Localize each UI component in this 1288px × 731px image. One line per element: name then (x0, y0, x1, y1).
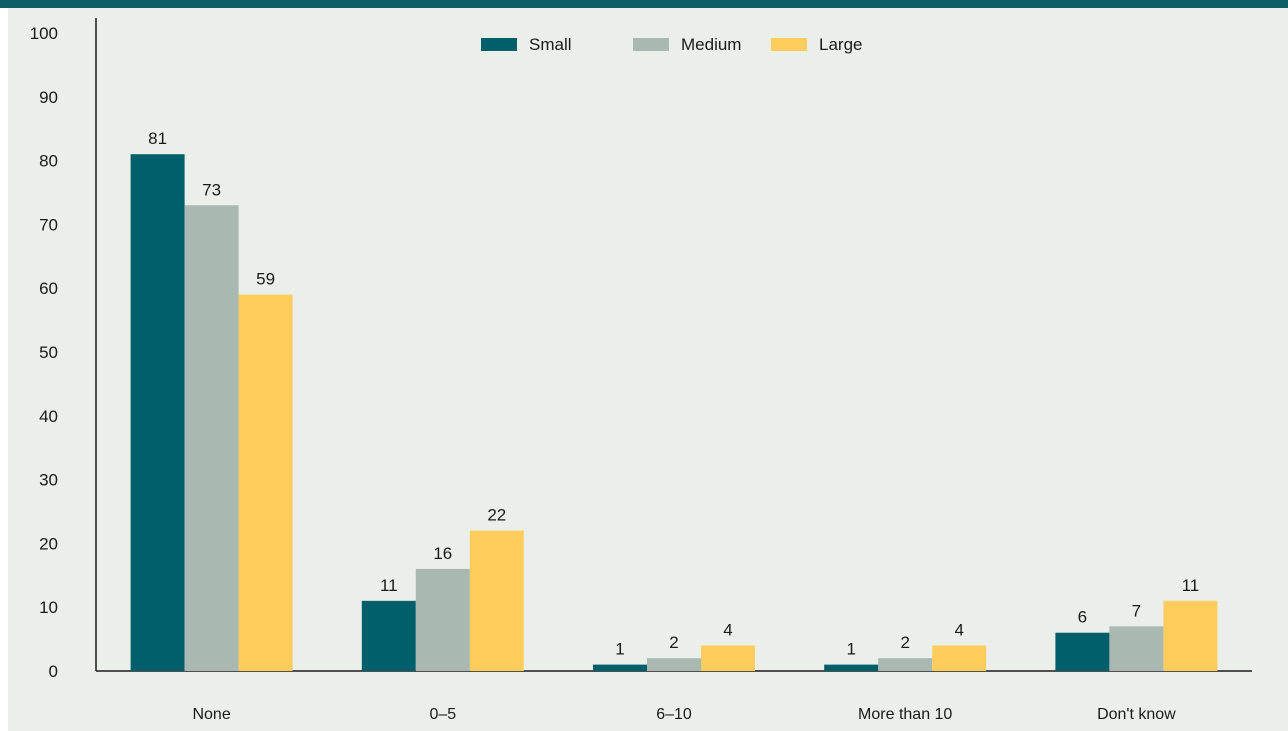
x-category-label: 6–10 (656, 706, 692, 723)
data-label: 73 (202, 180, 221, 199)
data-label: 1 (846, 640, 855, 659)
x-category-label: Don't know (1097, 706, 1176, 723)
data-label: 16 (433, 544, 452, 563)
data-label: 2 (669, 633, 678, 652)
bar-small-4 (1055, 632, 1110, 671)
header-bar (0, 0, 1288, 8)
y-tick-label: 30 (39, 471, 58, 490)
data-label: 1 (615, 640, 624, 659)
data-label: 11 (380, 576, 398, 595)
legend-label: Large (819, 35, 862, 54)
y-tick-label: 80 (39, 152, 58, 171)
data-label: 7 (1132, 601, 1141, 620)
legend-swatch-small (481, 38, 517, 51)
data-label: 22 (487, 506, 506, 525)
data-label: 2 (900, 633, 909, 652)
bar-large-0 (238, 294, 293, 671)
y-tick-label: 90 (39, 88, 58, 107)
bar-large-2 (701, 645, 755, 671)
bar-small-1 (361, 600, 416, 671)
bars (130, 154, 1218, 672)
bar-small-0 (130, 154, 185, 672)
bar-medium-4 (1109, 626, 1164, 671)
x-axis: None 0–5 6–10 More than 10 Don't know (96, 670, 1252, 723)
data-label: 59 (256, 270, 275, 289)
y-tick-label: 0 (49, 662, 58, 681)
data-label: 4 (723, 620, 732, 639)
bar-medium-1 (415, 568, 470, 671)
bar-medium-3 (878, 658, 933, 671)
bar-medium-0 (184, 205, 239, 671)
bar-small-3 (824, 664, 879, 671)
bar-medium-2 (647, 658, 701, 671)
x-category-label: More than 10 (858, 706, 952, 723)
data-label: 11 (1182, 576, 1200, 595)
bar-small-2 (593, 664, 647, 671)
data-label: 6 (1078, 608, 1087, 627)
y-tick-label: 20 (39, 534, 58, 553)
data-label: 81 (148, 129, 167, 148)
y-tick-label: 60 (39, 279, 58, 298)
bar-large-4 (1163, 600, 1218, 671)
bar-large-3 (932, 645, 987, 671)
data-label: 4 (954, 620, 963, 639)
legend-swatch-medium (633, 38, 669, 51)
x-category-label: 0–5 (429, 706, 456, 723)
legend: Small Medium Large (481, 35, 862, 54)
legend-label: Small (529, 35, 572, 54)
x-category-label: None (192, 706, 230, 723)
y-tick-label: 10 (39, 598, 58, 617)
legend-swatch-large (771, 38, 807, 51)
y-tick-label: 50 (39, 343, 58, 362)
data-labels: 81 73 59 11 16 22 1 2 4 1 2 4 6 7 11 (148, 129, 1199, 658)
y-tick-label: 40 (39, 407, 58, 426)
y-tick-label: 70 (39, 215, 58, 234)
bar-large-1 (469, 530, 524, 671)
y-axis: 0 10 20 30 40 50 60 70 80 90 100 (30, 18, 97, 681)
legend-label: Medium (681, 35, 741, 54)
y-tick-label: 100 (30, 24, 58, 43)
